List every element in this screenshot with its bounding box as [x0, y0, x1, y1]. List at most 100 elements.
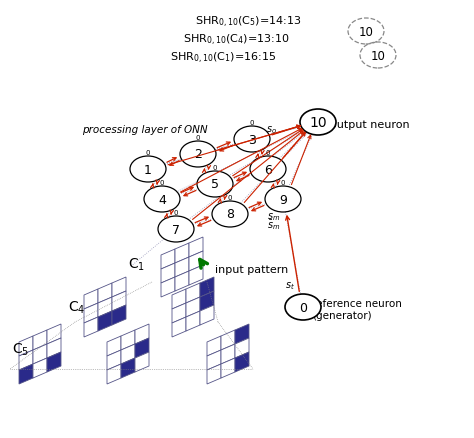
Ellipse shape: [265, 187, 301, 212]
Polygon shape: [200, 305, 214, 325]
Text: reference neuron
(generator): reference neuron (generator): [312, 299, 402, 320]
Polygon shape: [121, 358, 135, 378]
Ellipse shape: [130, 157, 166, 183]
Text: 0: 0: [160, 180, 164, 186]
Polygon shape: [112, 277, 126, 297]
Ellipse shape: [234, 127, 270, 153]
Polygon shape: [186, 297, 200, 317]
Text: 0: 0: [266, 150, 270, 155]
Polygon shape: [207, 336, 221, 356]
Ellipse shape: [180, 141, 216, 168]
Polygon shape: [161, 263, 175, 283]
Polygon shape: [175, 244, 189, 263]
Polygon shape: [186, 311, 200, 331]
Text: $s_m$: $s_m$: [267, 211, 280, 223]
Text: 2: 2: [194, 148, 202, 161]
Text: 0: 0: [146, 150, 150, 155]
Polygon shape: [172, 317, 186, 337]
Polygon shape: [112, 305, 126, 325]
Polygon shape: [161, 277, 175, 297]
Text: 4: 4: [158, 193, 166, 206]
Polygon shape: [47, 324, 61, 344]
Polygon shape: [221, 330, 235, 350]
Polygon shape: [98, 297, 112, 317]
Polygon shape: [33, 344, 47, 364]
Ellipse shape: [250, 157, 286, 183]
Text: 0: 0: [174, 209, 178, 215]
Polygon shape: [33, 330, 47, 350]
Polygon shape: [19, 364, 33, 384]
Polygon shape: [98, 311, 112, 331]
Text: $s_t$: $s_t$: [285, 279, 295, 291]
Ellipse shape: [285, 294, 321, 320]
Ellipse shape: [212, 201, 248, 227]
Polygon shape: [189, 251, 203, 272]
Text: 0: 0: [213, 165, 217, 171]
Text: 0: 0: [196, 135, 200, 141]
Text: processing layer of ONN: processing layer of ONN: [82, 125, 208, 135]
Ellipse shape: [144, 187, 180, 212]
Polygon shape: [221, 344, 235, 364]
Text: C$_4$: C$_4$: [68, 299, 85, 315]
Text: 0: 0: [281, 180, 285, 186]
Polygon shape: [189, 237, 203, 258]
Polygon shape: [235, 338, 249, 358]
Text: C$_1$: C$_1$: [128, 256, 145, 272]
Polygon shape: [107, 336, 121, 356]
Text: 1: 1: [144, 163, 152, 176]
Text: 8: 8: [226, 208, 234, 221]
Text: 7: 7: [172, 223, 180, 236]
Polygon shape: [121, 330, 135, 350]
Text: $s_o$: $s_o$: [266, 124, 277, 135]
Polygon shape: [186, 283, 200, 303]
Text: 10: 10: [358, 25, 374, 39]
Text: 0: 0: [228, 194, 232, 201]
Polygon shape: [19, 350, 33, 370]
Polygon shape: [135, 338, 149, 358]
Ellipse shape: [197, 172, 233, 198]
Polygon shape: [47, 352, 61, 372]
Polygon shape: [235, 324, 249, 344]
Polygon shape: [107, 350, 121, 370]
Text: 0: 0: [250, 120, 254, 126]
Text: SHR$_{0,10}$(C$_1$)=16:15: SHR$_{0,10}$(C$_1$)=16:15: [170, 50, 276, 65]
Text: SHR$_{0,10}$(C$_4$)=13:10: SHR$_{0,10}$(C$_4$)=13:10: [183, 32, 290, 47]
Text: $\bar{s}_m$: $\bar{s}_m$: [267, 218, 280, 231]
Polygon shape: [107, 364, 121, 384]
Polygon shape: [84, 317, 98, 337]
Polygon shape: [121, 344, 135, 364]
Text: input pattern: input pattern: [215, 265, 288, 274]
Text: 10: 10: [371, 49, 385, 62]
Text: C$_5$: C$_5$: [12, 341, 29, 357]
Ellipse shape: [300, 110, 336, 136]
Polygon shape: [175, 258, 189, 277]
Polygon shape: [175, 272, 189, 291]
Polygon shape: [112, 291, 126, 311]
Polygon shape: [235, 352, 249, 372]
Polygon shape: [135, 352, 149, 372]
Polygon shape: [189, 265, 203, 285]
Polygon shape: [172, 290, 186, 309]
Polygon shape: [84, 303, 98, 323]
Polygon shape: [47, 338, 61, 358]
Text: output neuron: output neuron: [330, 120, 410, 130]
Text: 5: 5: [211, 178, 219, 191]
Polygon shape: [84, 290, 98, 309]
Text: 6: 6: [264, 163, 272, 176]
Text: 9: 9: [279, 193, 287, 206]
Polygon shape: [200, 277, 214, 297]
Ellipse shape: [158, 216, 194, 243]
Polygon shape: [207, 364, 221, 384]
Polygon shape: [33, 358, 47, 378]
Polygon shape: [98, 283, 112, 303]
Polygon shape: [161, 249, 175, 269]
Polygon shape: [19, 336, 33, 356]
Polygon shape: [172, 303, 186, 323]
Polygon shape: [135, 324, 149, 344]
Text: 0: 0: [299, 301, 307, 314]
Text: 3: 3: [248, 133, 256, 146]
Text: SHR$_{0,10}$(C$_5$)=14:13: SHR$_{0,10}$(C$_5$)=14:13: [195, 14, 301, 29]
Text: 10: 10: [309, 116, 327, 130]
Polygon shape: [200, 291, 214, 311]
Polygon shape: [207, 350, 221, 370]
